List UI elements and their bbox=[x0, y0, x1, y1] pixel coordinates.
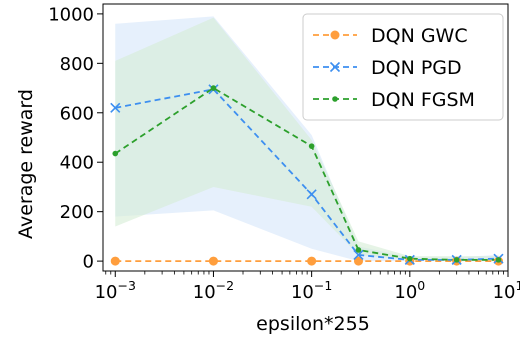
y-tick-label: 0 bbox=[83, 252, 94, 273]
x-tick-label: 10−3 bbox=[95, 278, 136, 303]
dqn-fgsm-point bbox=[210, 85, 217, 91]
y-tick-label: 1000 bbox=[48, 4, 94, 25]
series-markers bbox=[110, 84, 504, 266]
dqn-gwc-point bbox=[208, 256, 218, 266]
legend-label-dqn-pgd: DQN PGD bbox=[371, 57, 462, 79]
dqn-fgsm-point bbox=[112, 150, 119, 157]
dqn-gwc-point bbox=[307, 256, 317, 266]
dqn-pgd-point bbox=[353, 249, 364, 260]
dqn-pgd-point bbox=[110, 102, 121, 113]
legend-marker-dqn-pgd bbox=[329, 61, 341, 73]
dqn-fgsm-point bbox=[308, 143, 315, 149]
y-tick-label: 200 bbox=[60, 202, 94, 223]
x-axis-label: epsilon*255 bbox=[256, 313, 370, 335]
legend-marker-dqn-gwc bbox=[330, 30, 340, 40]
legend-box bbox=[302, 13, 504, 121]
dqn-fgsm-point bbox=[495, 257, 502, 263]
dqn-gwc-point bbox=[110, 256, 120, 266]
x-tick-label: 101 bbox=[493, 278, 520, 303]
plot-frame bbox=[102, 3, 509, 272]
legend-marker-dqn-fgsm bbox=[332, 96, 338, 102]
x-tick-label: 100 bbox=[394, 278, 425, 303]
legend-label-dqn-gwc: DQN GWC bbox=[371, 25, 468, 47]
dqn-gwc-point bbox=[353, 256, 363, 266]
y-axis: 0 200 400 600 800 1000 bbox=[48, 4, 103, 273]
y-tick-label: 600 bbox=[60, 103, 94, 124]
x-tick-label: 10−2 bbox=[193, 278, 234, 303]
dqn-fgsm-point bbox=[407, 255, 413, 262]
y-tick-label: 800 bbox=[60, 54, 94, 75]
legend-label-dqn-fgsm: DQN FGSM bbox=[371, 89, 475, 111]
x-axis: 10−3 10−2 10−1 100 101 bbox=[95, 271, 520, 303]
dqn-fgsm-band bbox=[115, 17, 499, 262]
legend: DQN GWC DQN PGD DQN FGSM bbox=[302, 13, 504, 121]
dqn-fgsm-point bbox=[355, 247, 362, 253]
dqn-fgsm-point bbox=[453, 257, 460, 263]
y-axis-label: Average reward bbox=[15, 89, 37, 239]
x-tick-label: 10−1 bbox=[291, 278, 332, 303]
confidence-bands bbox=[115, 16, 499, 262]
dqn-pgd-point bbox=[306, 189, 317, 200]
y-tick-label: 400 bbox=[60, 153, 94, 174]
